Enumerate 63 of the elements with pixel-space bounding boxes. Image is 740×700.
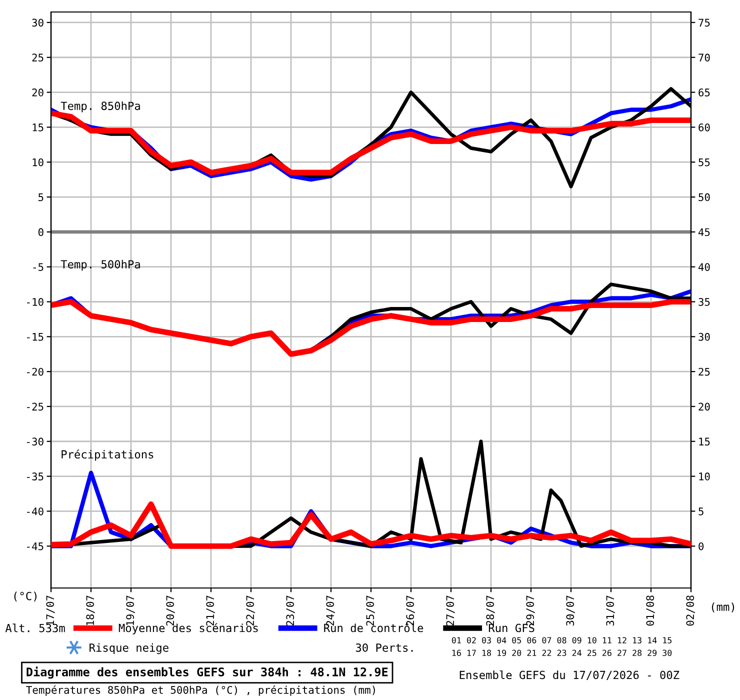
y-tick-label: -15 — [27, 333, 44, 341]
y2-tick-label: 25 — [698, 368, 710, 376]
y-tick-label: -35 — [27, 472, 44, 480]
text: Diagramme des ensembles GEFS sur 384h : 48.1N 12.9E — [26, 666, 388, 679]
y-tick-label: 25 — [32, 54, 44, 62]
x-tick-label: 22/07 — [246, 596, 255, 626]
y-tick-label: -10 — [27, 298, 44, 306]
y-tick-label: -5 — [33, 263, 44, 271]
y-tick-label: -25 — [27, 402, 44, 411]
y-tick-label: 5 — [38, 193, 44, 202]
x-tick-label: 31/07 — [606, 596, 615, 626]
x-tick-label: 21/07 — [206, 596, 215, 626]
y2-tick-label: 55 — [698, 158, 710, 166]
annotation: Temp. 850hPa — [60, 101, 140, 112]
x-tick-label: 24/07 — [326, 596, 335, 626]
y-tick-label: 10 — [32, 158, 44, 166]
x-tick-label: 28/07 — [486, 596, 495, 626]
x-tick-label: 26/07 — [406, 596, 415, 626]
x-tick-label: 27/07 — [446, 596, 455, 626]
x-tick-label: 23/07 — [286, 596, 295, 626]
y2-tick-label: 15 — [699, 438, 710, 446]
text: 16 17 18 19 20 21 22 23 24 25 26 27 28 29 30 — [452, 650, 672, 656]
x-tick-label: 29/07 — [526, 596, 535, 626]
text: 01 02 03 04 05 06 07 08 09 10 11 12 13 14 15 — [452, 637, 672, 644]
y2-tick-label: 10 — [699, 472, 710, 480]
annotation: Temp. 500hPa — [60, 260, 140, 271]
x-tick-label: 01/08 — [646, 596, 655, 626]
y-tick-label: 15 — [32, 124, 44, 132]
x-tick-label: 19/07 — [126, 596, 135, 626]
x-tick-label: 25/07 — [366, 596, 375, 626]
y2-tick-label: 30 — [698, 332, 710, 341]
y-tick-label: -30 — [27, 438, 44, 446]
y2-tick-label: 75 — [698, 18, 710, 27]
y2-axis-title: (mm) — [712, 602, 734, 612]
y2-tick-label: 60 — [698, 123, 710, 132]
y2-tick-label: 70 — [698, 54, 710, 62]
y-axis-title: (°C) — [14, 592, 36, 602]
y2-tick-label: 35 — [698, 298, 710, 306]
y2-tick-label: 65 — [698, 88, 710, 96]
text: 30 Perts. — [356, 643, 413, 652]
y2-tick-label: 40 — [698, 263, 710, 271]
y2-tick-label: 50 — [698, 193, 710, 202]
y-tick-label: -20 — [27, 368, 44, 376]
legend-label: Run GFS — [488, 624, 534, 632]
y2-tick-label: 20 — [698, 402, 710, 411]
y-tick-label: 20 — [32, 88, 44, 96]
text: Températures 850hPa et 500hPa (°C) , précipitations (mm) — [26, 685, 375, 696]
text: Alt. 533m — [5, 624, 65, 632]
x-tick-label: 18/07 — [86, 596, 95, 626]
text: Risque neige — [90, 643, 168, 654]
y-tick-label: 30 — [32, 18, 44, 27]
annotation: Précipitations — [62, 450, 154, 461]
y2-tick-label: 45 — [698, 228, 710, 236]
x-tick-label: 02/08 — [686, 596, 695, 626]
y-tick-label: -45 — [27, 542, 44, 550]
text: Ensemble GEFS du 17/07/2026 - 00Z — [460, 670, 680, 680]
x-tick-label: 30/07 — [566, 596, 575, 626]
y2-tick-label: 0 — [698, 542, 704, 550]
y2-tick-label: 5 — [698, 508, 704, 516]
y-tick-label: -40 — [27, 507, 44, 516]
y-tick-label: 0 — [38, 228, 44, 236]
x-tick-label: 20/07 — [166, 596, 175, 626]
x-tick-label: 17/07 — [46, 596, 55, 626]
